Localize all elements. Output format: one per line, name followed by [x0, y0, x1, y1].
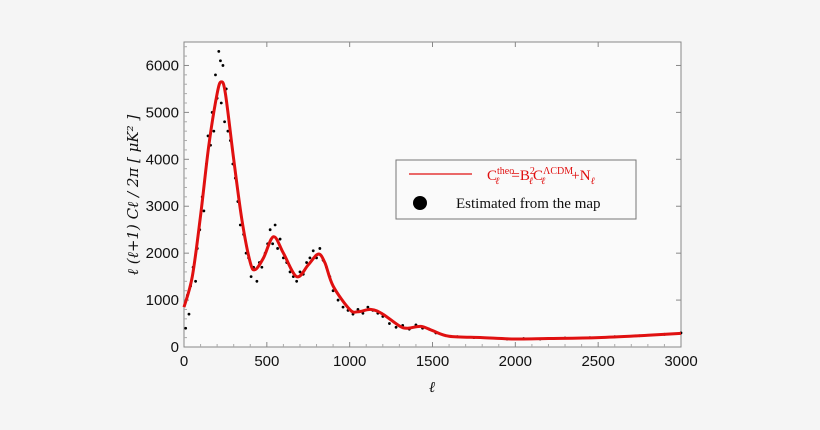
data-point — [366, 305, 370, 309]
data-point — [226, 129, 230, 133]
data-point — [268, 228, 272, 232]
y-tick-label: 2000 — [146, 245, 179, 262]
y-tick-label: 5000 — [146, 104, 179, 121]
legend-theory-label: Ctheo ℓ =B2 ℓCΛCDM ℓ +Nℓ — [487, 166, 595, 187]
x-tick-label: 3000 — [664, 353, 697, 370]
y-tick-label: 4000 — [146, 151, 179, 168]
data-point — [318, 247, 322, 250]
data-point — [255, 279, 259, 283]
legend-dot-swatch — [413, 196, 427, 210]
data-point — [219, 101, 223, 105]
data-point — [249, 275, 253, 279]
data-point — [202, 209, 206, 213]
y-tick-label: 3000 — [146, 198, 179, 215]
data-point — [336, 298, 340, 302]
data-point — [388, 322, 391, 325]
x-tick-label: 1500 — [416, 353, 449, 370]
data-point — [298, 270, 302, 274]
theory-curve — [182, 80, 682, 341]
legend-box — [395, 159, 637, 220]
x-tick-label: 0 — [180, 353, 188, 370]
data-point — [295, 279, 299, 283]
data-point — [187, 312, 191, 316]
x-tick-label: 500 — [254, 353, 279, 370]
y-tick-label: 6000 — [146, 57, 179, 74]
data-point — [356, 308, 360, 311]
data-point — [341, 305, 345, 309]
legend: Ctheo ℓ =B2 ℓCΛCDM ℓ +Nℓ Estimated from the m… — [395, 159, 637, 220]
data-point — [223, 120, 226, 124]
y-tick-label: 0 — [171, 339, 179, 356]
data-point — [219, 59, 222, 63]
x-tick-label: 1000 — [333, 353, 366, 370]
data-point — [394, 325, 398, 329]
data-point — [212, 129, 216, 133]
data-point — [214, 73, 217, 77]
data-point — [194, 279, 197, 283]
x-tick-label: 2000 — [499, 353, 532, 370]
x-axis-label: ℓ — [429, 378, 435, 396]
data-point — [217, 49, 221, 53]
data-point — [221, 64, 225, 67]
data-point — [276, 247, 280, 250]
data-point — [305, 261, 308, 264]
data-point — [311, 249, 315, 253]
data-point — [273, 223, 277, 227]
data-point — [278, 237, 282, 241]
data-point — [184, 326, 188, 330]
data-point — [238, 223, 242, 227]
legend-scatter-label: Estimated from the map — [456, 196, 601, 212]
y-axis-label: ℓ (ℓ+1) Cℓ / 2π [ μK² ] — [124, 115, 142, 276]
data-point — [260, 265, 264, 269]
data-point — [308, 256, 312, 260]
data-point — [271, 242, 275, 246]
y-tick-label: 1000 — [146, 292, 179, 309]
x-tick-label: 2500 — [581, 353, 614, 370]
